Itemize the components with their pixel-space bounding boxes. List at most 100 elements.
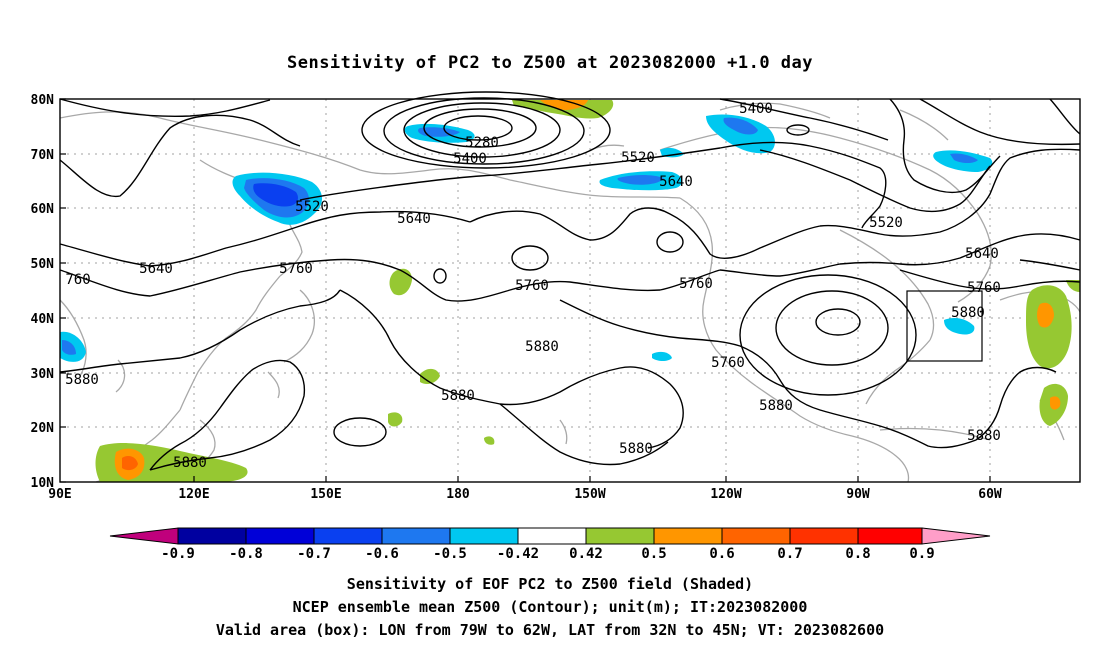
- shade-siberia-dark: [253, 183, 298, 207]
- colorbar-segments: [177, 527, 923, 545]
- contour-label: 5760: [711, 355, 745, 371]
- colorbar: -0.9 -0.8 -0.7 -0.6 -0.5 -0.42 0.42 0.5 …: [109, 527, 991, 562]
- caption-line-3: Valid area (box): LON from 79W to 62W, L…: [216, 621, 884, 639]
- contour-label: 5880: [951, 305, 985, 321]
- shade-pacific-green-3: [388, 412, 403, 427]
- contour-label: 5640: [659, 174, 693, 190]
- colorbar-segment: [245, 527, 315, 545]
- colorbar-high-triangle: [921, 527, 991, 545]
- contour-label: 5760: [279, 261, 313, 277]
- contour-label: 5880: [173, 455, 207, 471]
- colorbar-label: 0.6: [709, 546, 734, 562]
- colorbar-segment: [585, 527, 655, 545]
- contour-label: 5640: [965, 246, 999, 262]
- shade-greenland-mid: [950, 153, 978, 163]
- colorbar-segment: [381, 527, 451, 545]
- shade-gulf-alaska-mid: [617, 175, 664, 185]
- lon-tick-labels: 90E 120E 150E 180 150W 120W 90W 60W: [48, 487, 1002, 502]
- shade-atlantic-green-1: [1026, 285, 1072, 369]
- lat-tick-label: 70N: [31, 148, 55, 163]
- shade-atlantic-box: [944, 318, 975, 335]
- shade-canada-mid: [723, 117, 758, 135]
- contour-label: 5400: [739, 101, 773, 117]
- contour-label: 5520: [869, 215, 903, 231]
- shade-pacific-small: [652, 351, 672, 361]
- lat-tick-label: 10N: [31, 476, 55, 491]
- contour-labels: 5280 5400 5400 5520 5520 5520 5640 5640 …: [65, 101, 1001, 471]
- colorbar-label: 0.42: [569, 546, 603, 562]
- lon-tick-label: 90E: [48, 487, 71, 502]
- figure-title: Sensitivity of PC2 to Z500 at 2023082000…: [287, 53, 813, 73]
- colorbar-label: -0.42: [497, 546, 539, 562]
- valid-area-box: [906, 290, 983, 362]
- colorbar-labels: -0.9 -0.8 -0.7 -0.6 -0.5 -0.42 0.42 0.5 …: [161, 546, 935, 562]
- colorbar-label: -0.9: [161, 546, 195, 562]
- contour-label: 5760: [679, 276, 713, 292]
- shade-arctic-orange: [540, 100, 588, 110]
- shade-north-light: [660, 147, 684, 158]
- colorbar-segment: [313, 527, 383, 545]
- colorbar-label: 0.7: [777, 546, 802, 562]
- contour-label: 5400: [453, 151, 487, 167]
- contour-label: 5520: [295, 199, 329, 215]
- map-panel: 5280 5400 5400 5520 5520 5520 5640 5640 …: [31, 91, 1081, 502]
- colorbar-segment: [653, 527, 723, 545]
- lat-tick-label: 40N: [31, 312, 55, 327]
- colorbar-label: 0.8: [845, 546, 870, 562]
- lat-tick-label: 80N: [31, 93, 55, 108]
- contour-label: 5640: [139, 261, 173, 277]
- contour-label: 5880: [441, 388, 475, 404]
- colorbar-label: -0.7: [297, 546, 331, 562]
- lon-tick-label: 120W: [710, 487, 741, 502]
- lon-tick-label: 150W: [574, 487, 605, 502]
- shade-pacific-green-2: [420, 368, 440, 384]
- contour-label: 5880: [65, 372, 99, 388]
- contour-label: 5880: [619, 441, 653, 457]
- colorbar-segment: [789, 527, 859, 545]
- colorbar-segment: [721, 527, 791, 545]
- shade-atlantic-orange-1: [1037, 302, 1054, 328]
- z500-contours: [59, 91, 1081, 471]
- contour-label: 5280: [465, 135, 499, 151]
- colorbar-segment: [517, 527, 587, 545]
- shade-atlantic-orange-2: [1050, 396, 1061, 410]
- lat-tick-label: 30N: [31, 367, 55, 382]
- lat-tick-label: 60N: [31, 202, 55, 217]
- lon-tick-label: 120E: [178, 487, 209, 502]
- lat-tick-label: 50N: [31, 257, 55, 272]
- contour-label: 5880: [967, 428, 1001, 444]
- contour-label: 5880: [759, 398, 793, 414]
- contour-label: 5640: [397, 211, 431, 227]
- colorbar-label: -0.6: [365, 546, 399, 562]
- shade-pacific-green-1: [389, 268, 412, 296]
- lon-tick-label: 60W: [978, 487, 1002, 502]
- contour-label: 5760: [967, 280, 1001, 296]
- contour-label: 5520: [621, 150, 655, 166]
- lat-tick-labels: 80N 70N 60N 50N 40N 30N 20N 10N: [31, 93, 55, 491]
- lon-tick-label: 180: [446, 487, 470, 502]
- colorbar-label: -0.5: [433, 546, 467, 562]
- lon-tick-label: 150E: [310, 487, 341, 502]
- lat-tick-label: 20N: [31, 421, 55, 436]
- colorbar-segment: [177, 527, 247, 545]
- grid-lines: [60, 99, 1080, 482]
- colorbar-segment: [857, 527, 923, 545]
- shade-atlantic-green-3: [1066, 280, 1080, 292]
- shade-pacific-green-4: [484, 436, 495, 445]
- map-frame: [59, 98, 1081, 483]
- lon-tick-label: 90W: [846, 487, 870, 502]
- colorbar-low-triangle: [109, 527, 179, 545]
- colorbar-label: -0.8: [229, 546, 263, 562]
- colorbar-label: 0.9: [909, 546, 934, 562]
- shade-scs-orange-2: [122, 456, 138, 471]
- tick-marks: [60, 98, 991, 483]
- caption: Sensitivity of EOF PC2 to Z500 field (Sh…: [216, 575, 884, 639]
- contour-label: 5760: [515, 278, 549, 294]
- contour-label: 760: [65, 272, 90, 288]
- colorbar-segment: [449, 527, 519, 545]
- caption-line-1: Sensitivity of EOF PC2 to Z500 field (Sh…: [347, 575, 753, 593]
- caption-line-2: NCEP ensemble mean Z500 (Contour); unit(…: [293, 598, 808, 616]
- contour-label: 5880: [525, 339, 559, 355]
- colorbar-label: 0.5: [641, 546, 666, 562]
